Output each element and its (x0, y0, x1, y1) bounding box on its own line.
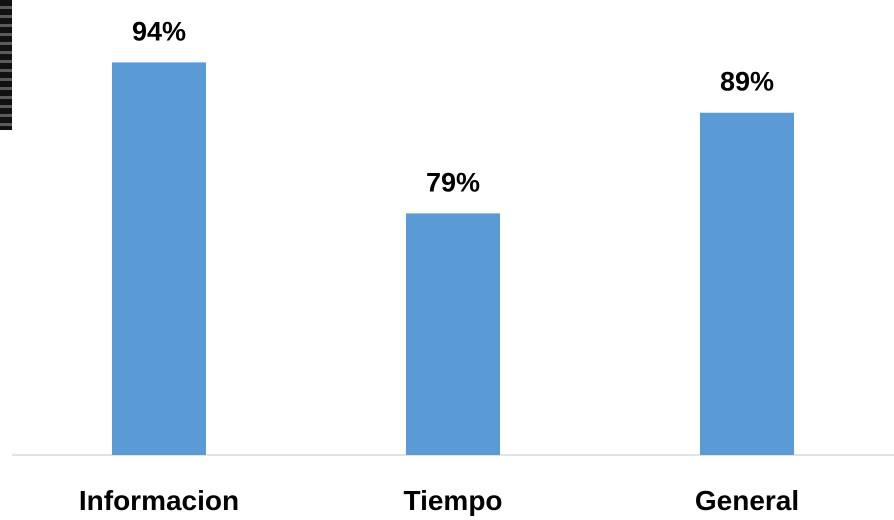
data-label-general: 89% (720, 67, 774, 97)
data-label-tiempo: 79% (426, 167, 480, 197)
data-label-informacion: 94% (132, 16, 186, 46)
x-tick-label-tiempo: Tiempo (403, 485, 502, 516)
bar-general (700, 112, 794, 455)
x-tick-label-general: General (695, 485, 799, 516)
x-tick-label-informacion: Informacion (79, 485, 239, 516)
bar-tiempo (406, 213, 500, 455)
bar-informacion (112, 62, 206, 456)
edge-strip-decoration (0, 0, 12, 130)
